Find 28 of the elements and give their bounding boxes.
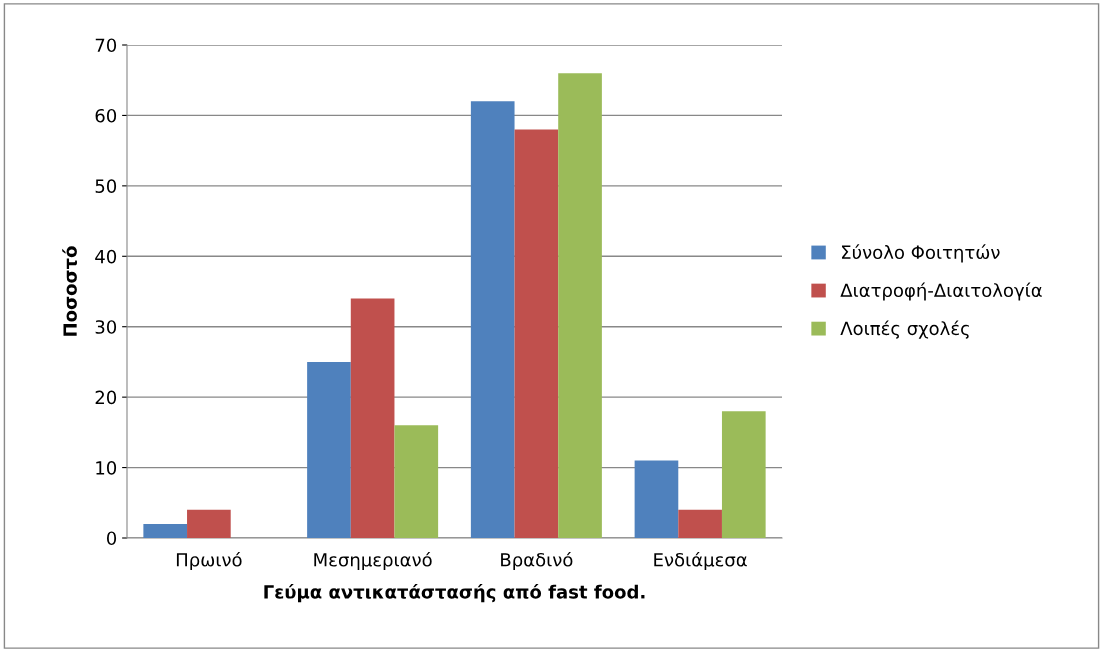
x-tick-label: Ενδιάμεσα: [654, 551, 747, 571]
bar: [558, 73, 602, 538]
legend-label: Σύνολο Φοιτητών: [842, 244, 1000, 263]
y-tick-label: 70: [95, 38, 117, 53]
x-axis-title: Γεύμα αντικατάστασής από fast food.: [264, 583, 645, 603]
bar: [721, 411, 766, 538]
x-tick-label: Πρωινό: [176, 551, 242, 571]
y-tick-label: 40: [95, 249, 117, 264]
legend-label: Διατροφή-Διαιτολογία: [840, 282, 1042, 301]
bar: [307, 361, 351, 538]
y-tick-label: 30: [95, 320, 117, 334]
bar: [350, 298, 395, 538]
y-tick-label: 60: [95, 108, 117, 123]
bar: [143, 523, 188, 538]
y-tick-label: 20: [95, 390, 117, 405]
bar: [394, 425, 439, 538]
y-tick-label: 50: [95, 179, 117, 193]
x-tick-label: Μεσημεριανό: [314, 551, 432, 571]
bar: [187, 509, 231, 538]
bar: [634, 460, 679, 538]
y-axis-title: Ποσοστό: [62, 246, 77, 336]
legend-label: Λοιπές σχολές: [840, 320, 969, 339]
x-tick-label: Βραδινό: [501, 551, 573, 571]
y-tick-label: 10: [96, 461, 117, 475]
y-tick-label: 0: [106, 531, 117, 546]
bar: [678, 509, 722, 538]
bar: [470, 101, 515, 538]
bar: [514, 129, 559, 538]
